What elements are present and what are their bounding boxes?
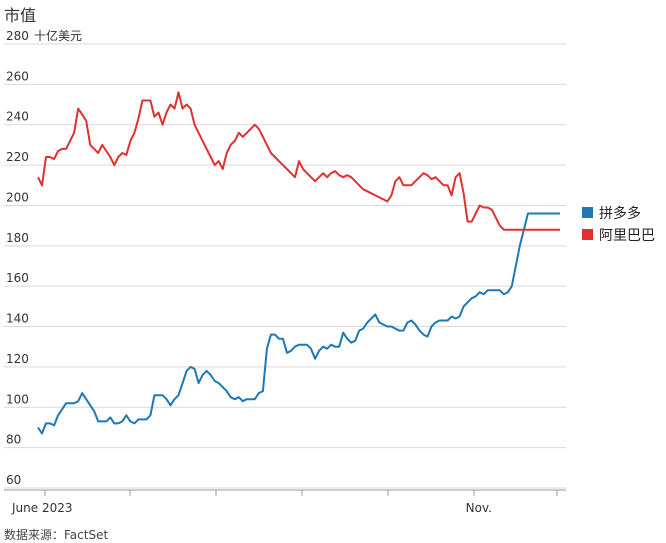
- y-tick-label-80: 80: [6, 433, 21, 447]
- y-tick-label-200: 200: [6, 190, 29, 204]
- legend-swatch-0: [582, 207, 593, 218]
- y-tick-label-140: 140: [6, 312, 29, 326]
- y-tick-label-260: 260: [6, 69, 29, 83]
- series-line-1: [37, 91, 560, 231]
- series-line-0: [37, 212, 560, 435]
- series-lines: [37, 91, 560, 435]
- chart-title: 市值: [4, 6, 37, 25]
- y-axis-label: 十亿美元: [34, 28, 82, 43]
- source-note: 数据来源：FactSet: [4, 528, 109, 542]
- y-tick-label-280: 280: [6, 29, 29, 43]
- y-tick-label-100: 100: [6, 392, 29, 406]
- y-tick-label-180: 180: [6, 231, 29, 245]
- gridlines: [4, 43, 566, 489]
- y-tick-label-160: 160: [6, 271, 29, 285]
- legend-label-0: 拼多多: [599, 205, 641, 222]
- y-tick-label-240: 240: [6, 110, 29, 124]
- legend-label-1: 阿里巴巴: [599, 228, 655, 244]
- y-axis-ticks: 60 80 100 120 140 160 180 200 220 240 260 280: [6, 29, 29, 487]
- y-tick-label-220: 220: [6, 150, 29, 164]
- x-tick-label-1: Nov.: [466, 501, 492, 515]
- y-tick-label-120: 120: [6, 352, 29, 366]
- x-axis: June 2023 Nov.: [4, 489, 566, 515]
- x-tick-label-0: June 2023: [11, 501, 73, 515]
- legend-swatch-1: [582, 229, 593, 240]
- y-tick-label-60: 60: [6, 473, 21, 487]
